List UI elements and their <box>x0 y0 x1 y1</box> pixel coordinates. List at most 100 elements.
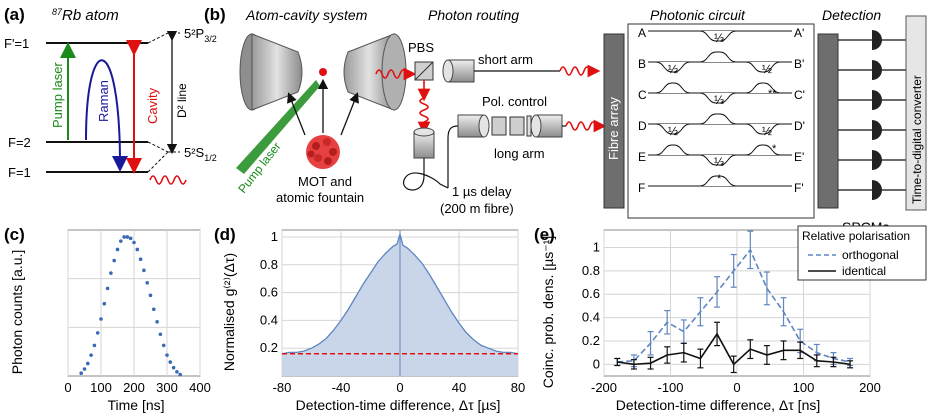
label-p32: 5²P3/2 <box>184 26 217 44</box>
chart-e-line-identical <box>617 332 851 366</box>
raman-label: Raman <box>96 80 111 122</box>
chart-c-point <box>119 239 123 243</box>
chart-c-point <box>138 257 143 262</box>
ratio-third-cd: ⅓ <box>714 93 724 107</box>
delay-label-line2: (200 m fibre) <box>440 201 514 216</box>
fibre-array-label: Fibre array <box>606 97 621 160</box>
chart-c-point <box>158 332 163 337</box>
chart-c-xtick-label: 400 <box>189 380 211 395</box>
cavity-label: Cavity <box>145 87 160 124</box>
label-f1: F=1 <box>8 165 31 180</box>
panel-b-tag: (b) <box>204 5 226 24</box>
chart-d-ytick-label: 0.4 <box>260 312 278 327</box>
chart-d-ytick-label: 0.8 <box>260 257 278 272</box>
panel-e-tag: (e) <box>534 225 555 244</box>
panel-c-tag: (c) <box>4 225 25 244</box>
heading-circuit: Photonic circuit <box>650 7 746 23</box>
chart-e-xtick-label: 200 <box>859 380 881 395</box>
pol-control-plate-2 <box>509 116 525 136</box>
chart-e-xtick-label: -100 <box>657 380 683 395</box>
ratio-half-de-right: ½ <box>762 124 772 138</box>
panel-d-tag: (d) <box>214 225 236 244</box>
port-in-e: E <box>638 150 646 164</box>
chart-e-xtick-label: -200 <box>591 380 617 395</box>
chart-c-xtick-label: 300 <box>156 380 178 395</box>
chart-c-point <box>171 365 176 370</box>
chart-d-ytick-label: 0.2 <box>260 340 278 355</box>
pol-control-label: Pol. control <box>482 94 547 109</box>
chart-c-ylabel: Photon counts [a.u.] <box>9 250 25 375</box>
panel-c: (c) 0 100 200 300 400 Time [ns] Photon count… <box>4 225 211 413</box>
waveguide-network <box>648 30 792 187</box>
chart-e-ylabel: Coinc. prob. dens. [µs⁻¹] <box>540 236 556 388</box>
chart-c-point <box>105 286 110 291</box>
panel-a: (a) 87Rb atom F'=1 F=2 F=1 5²P3/2 5²S1/2… <box>4 5 217 185</box>
ratio-third-ef: ⅓ <box>714 155 724 169</box>
chart-e-xtick-label: 0 <box>733 380 740 395</box>
label-s12: 5²S1/2 <box>184 145 217 163</box>
delay-fibre-coil <box>403 158 449 191</box>
chart-e-ytick-label: 0 <box>593 356 600 371</box>
coupler-half-0-upper <box>655 61 691 73</box>
panel-a-title: 87Rb atom <box>52 7 119 24</box>
pbs-label: PBS <box>408 40 434 55</box>
port-out-d: D' <box>794 119 805 133</box>
reflected-photon-wave <box>419 97 429 123</box>
ratio-half-bc-left: ½ <box>668 62 678 76</box>
chart-d-xtick-label: 0 <box>396 380 403 395</box>
chart-c-point <box>122 235 126 239</box>
coupler-half-0-lower <box>655 82 691 94</box>
short-arm-label: short arm <box>478 52 533 67</box>
chart-d-xtick-label: 40 <box>452 380 466 395</box>
panel-d: (d) -80 -40 0 40 80 0.2 0.4 0.6 0.8 1 Detection-t… <box>214 225 525 413</box>
tdc-label: Time-to-digital converter <box>910 75 924 204</box>
spcm-0 <box>872 30 882 50</box>
chart-e-xtick-label: 100 <box>793 380 815 395</box>
chart-d-xtick-label: 80 <box>511 380 525 395</box>
coupler-third-0-upper <box>699 30 737 42</box>
port-out-e: E' <box>794 150 804 164</box>
chart-c-point <box>89 353 93 357</box>
chart-c-point <box>135 247 140 252</box>
coupler-half-2-lower <box>655 144 691 156</box>
spcm-2 <box>872 90 882 110</box>
chart-c-point <box>102 301 107 306</box>
port-out-b: B' <box>794 57 804 71</box>
chart-c-point <box>168 360 173 364</box>
mark-double-star: ** <box>768 88 777 100</box>
chart-c-point <box>125 235 130 239</box>
short-arm-photon-wave <box>559 66 591 76</box>
cavity-mirror-left <box>239 33 303 111</box>
cavity-mirror-right <box>343 33 407 111</box>
chart-c-point <box>145 281 149 285</box>
chart-c-point <box>132 240 136 245</box>
chart-e-ytick-label: 1 <box>593 240 600 255</box>
spcm-5 <box>872 180 882 200</box>
mot-cloud <box>306 135 340 169</box>
mark-star-f: * <box>717 173 722 185</box>
chart-d-ytick-label: 0.6 <box>260 285 278 300</box>
chart-c-xtick-label: 200 <box>123 380 145 395</box>
chart-d: -80 -40 0 40 80 0.2 0.4 0.6 0.8 1 <box>260 229 525 395</box>
chart-c-xtick-label: 0 <box>64 380 71 395</box>
chart-e-legend: Relative polarisation orthogonal identic… <box>797 225 927 281</box>
mot-label-line1: MOT and <box>298 174 352 189</box>
pol-control-plate-3 <box>526 115 532 137</box>
long-arm-input-coupler <box>457 114 490 138</box>
d2-line-label: D² line <box>175 83 189 118</box>
port-in-c: C <box>638 88 647 102</box>
chart-c-xlabel: Time [ns] <box>107 397 164 413</box>
port-out-c: C' <box>794 88 805 102</box>
short-arm-coupler <box>442 59 475 83</box>
chart-c-xtick-label: 100 <box>90 380 112 395</box>
port-in-b: B <box>638 57 646 71</box>
label-f2: F=2 <box>8 135 31 150</box>
coupler-half-3-upper <box>745 123 781 135</box>
coupler-half-3-lower <box>745 144 781 156</box>
chart-e-ytick-label: 0.4 <box>582 310 600 325</box>
chart-e-ytick-label: 0.2 <box>582 333 600 348</box>
cavity-photon-wave <box>375 69 407 79</box>
spcm-4 <box>872 150 882 170</box>
chart-c-point <box>92 343 97 348</box>
